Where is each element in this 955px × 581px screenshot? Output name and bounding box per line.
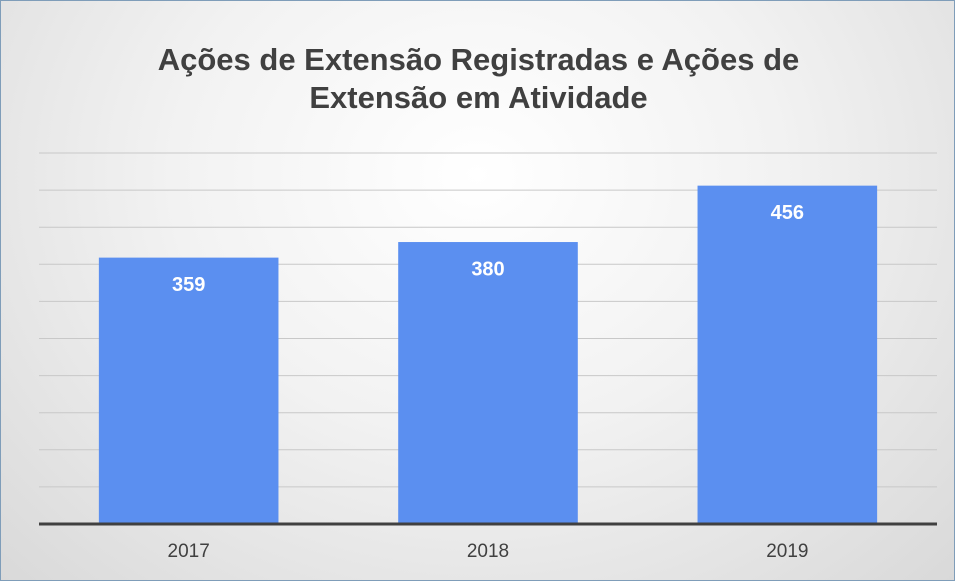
data-label: 456 [771, 202, 804, 224]
x-tick-label: 2019 [766, 541, 808, 562]
chart-title: Ações de Extensão Registradas e Ações de… [157, 42, 800, 115]
bar [398, 242, 578, 525]
bar [697, 185, 878, 524]
data-label: 380 [471, 258, 504, 280]
bar [98, 257, 279, 524]
x-tick-label: 2018 [467, 541, 509, 562]
data-label: 359 [172, 274, 205, 296]
x-tick-label: 2017 [168, 541, 210, 562]
